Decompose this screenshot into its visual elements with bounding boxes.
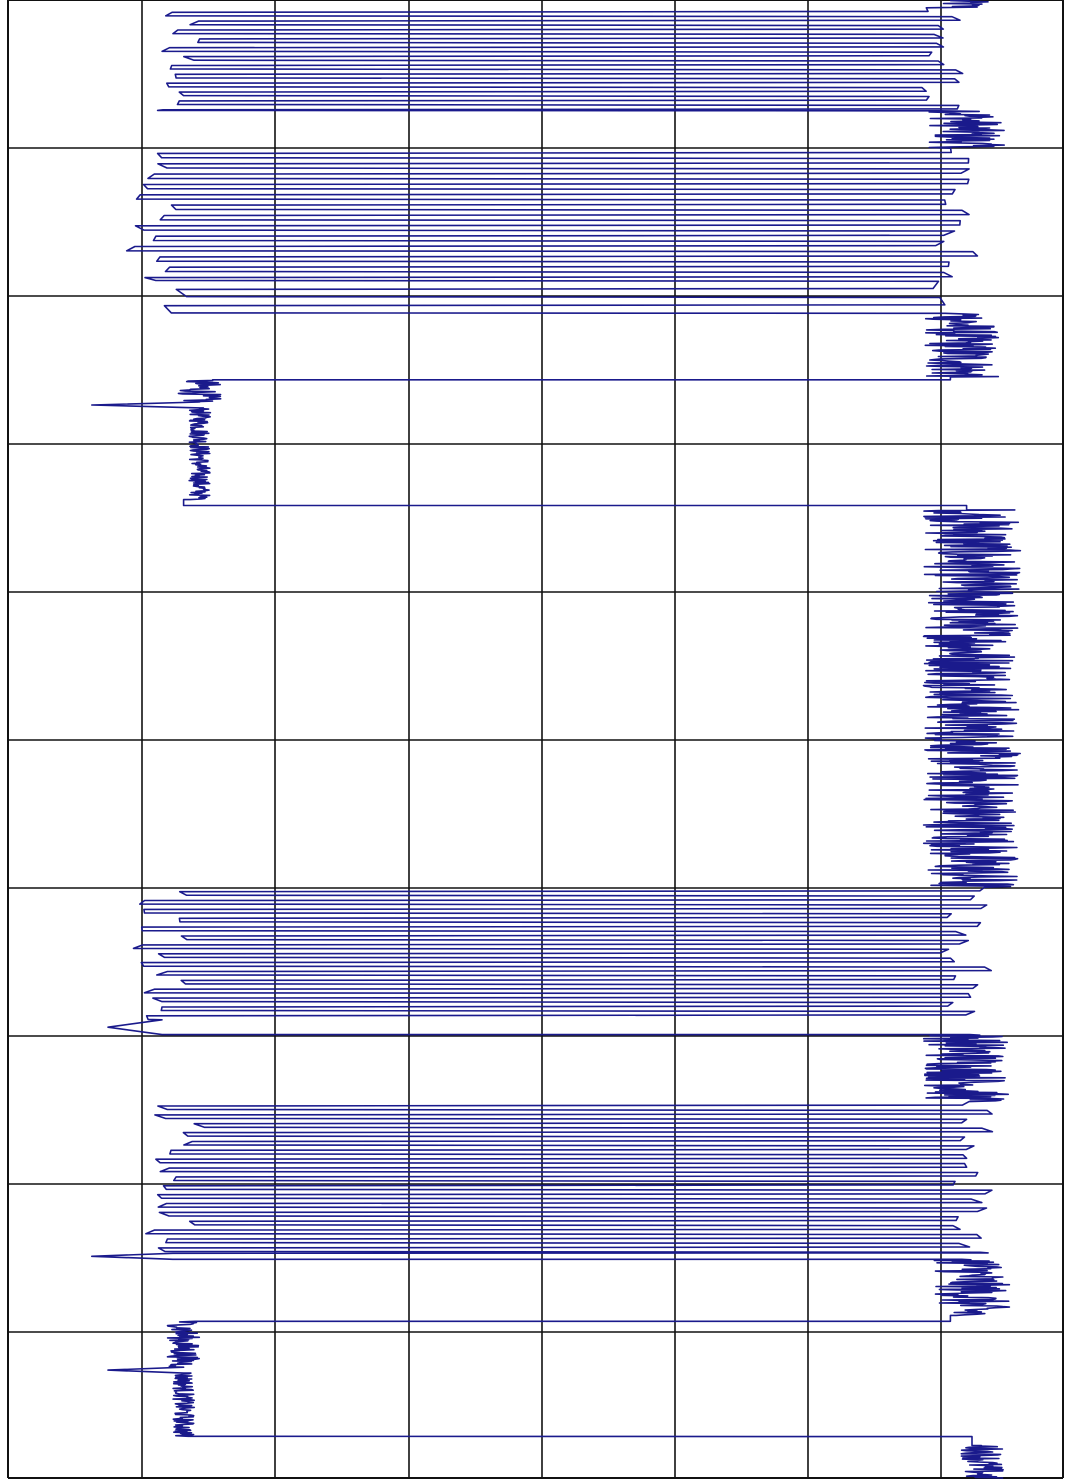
trace-layer [91,0,1022,1479]
series-trace-0 [91,0,1022,1479]
grid [7,0,1064,1479]
